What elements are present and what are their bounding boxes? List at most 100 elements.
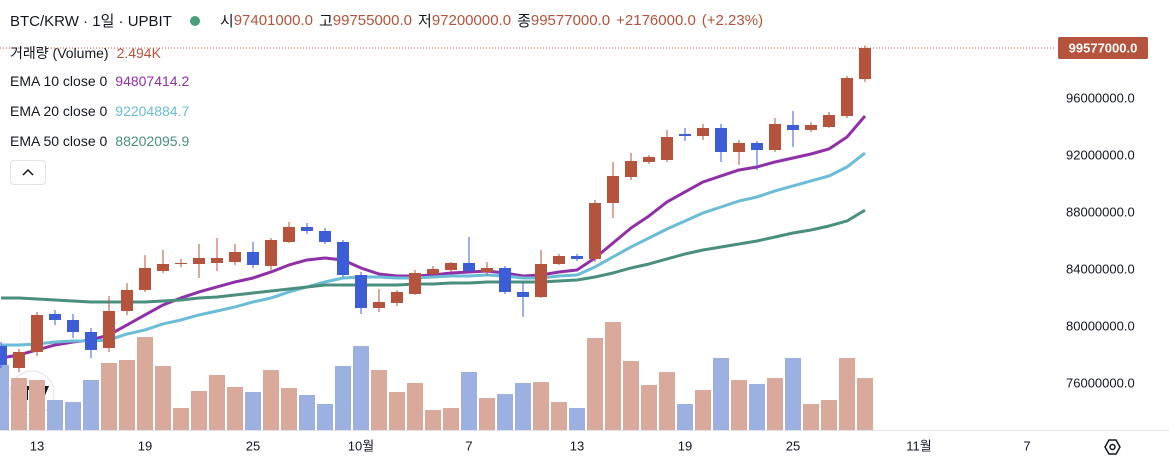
volume-bar [677, 404, 693, 430]
volume-bar [317, 404, 333, 430]
candle-body [679, 133, 691, 136]
volume-bar [695, 390, 711, 430]
candle-body [193, 257, 205, 264]
legend-label: EMA 10 close 0 [10, 73, 108, 89]
y-tick-label: 84000000.0 [1066, 261, 1135, 276]
candle-body [697, 127, 709, 136]
candle-body [139, 267, 151, 290]
candle-body [103, 310, 115, 348]
volume-bar [299, 395, 315, 430]
volume-bar [137, 337, 153, 430]
candle-body [85, 331, 97, 350]
candle-body [481, 267, 493, 272]
y-tick-label: 96000000.0 [1066, 90, 1135, 105]
ema-line [0, 115, 867, 360]
ema-legend: EMA 20 close 0 92204884.7 [10, 103, 189, 119]
volume-bar [47, 400, 63, 430]
change: +2176000.0 [616, 12, 696, 29]
volume-bar [551, 402, 567, 430]
volume-bar [587, 338, 603, 430]
candle-body [409, 272, 421, 294]
candle-body [859, 48, 871, 80]
candle-body [625, 160, 637, 177]
ohlc-name: 종 [517, 13, 531, 30]
candle-body [463, 262, 475, 271]
volume-bar [119, 360, 135, 430]
volume-bar [749, 384, 765, 430]
volume-bar [461, 372, 477, 430]
candle-body [301, 226, 313, 231]
settings-icon[interactable] [1104, 439, 1121, 455]
candle-body [787, 124, 799, 130]
price-tag-label: 99577000.0 [1069, 40, 1138, 55]
volume-bar [11, 378, 27, 430]
candle-body [157, 263, 169, 271]
candle-body [427, 268, 439, 274]
volume-bar [101, 363, 117, 430]
volume-bar [65, 402, 81, 430]
collapse-button[interactable] [10, 160, 46, 185]
ohlc-value: 97401000.0 [233, 12, 313, 29]
candle-body [589, 202, 601, 259]
candle-body [715, 127, 727, 152]
volume-bar [29, 380, 45, 430]
volume-legend: 거래량 (Volume) 2.494K [10, 43, 161, 63]
candle-body [733, 142, 745, 152]
x-tick-label: 13 [570, 438, 584, 453]
candle-body [0, 345, 7, 365]
y-tick-label: 76000000.0 [1066, 375, 1135, 390]
ohlc-name: 저 [418, 13, 432, 30]
volume-bar [605, 322, 621, 430]
candle-body [373, 301, 385, 308]
candle-body [643, 156, 655, 162]
ema-line [1, 208, 866, 304]
legend-label: EMA 20 close 0 [10, 103, 108, 119]
volume-bar [767, 378, 783, 430]
volume-bar [785, 358, 801, 430]
candle-body [229, 251, 241, 262]
volume-bar [623, 361, 639, 430]
candle-body [661, 136, 673, 160]
candle-body [517, 291, 529, 297]
volume-bar [425, 410, 441, 430]
y-tick-label: 88000000.0 [1066, 204, 1135, 219]
candle-body [607, 175, 619, 203]
legend-value: 92204884.7 [115, 103, 190, 119]
candle-body [769, 123, 781, 150]
candle-body [283, 226, 295, 242]
header: BTC/KRW · 1일 · UPBIT 시 97401000.0 고 997550… [10, 10, 763, 31]
candle-body [391, 291, 403, 303]
candle-body [175, 262, 187, 264]
candle-body [355, 274, 367, 308]
volume-bar [497, 394, 513, 430]
y-tick-label: 80000000.0 [1066, 318, 1135, 333]
volume-bar [731, 380, 747, 430]
legend-value: 88202095.9 [115, 133, 190, 149]
symbol-title: BTC/KRW · 1일 · UPBIT [10, 13, 172, 30]
volume-bar [803, 404, 819, 430]
volume-bar [407, 383, 423, 430]
volume-bar [353, 346, 369, 430]
volume-bar [173, 408, 189, 430]
x-tick-label: 19 [678, 438, 692, 453]
volume-bar [371, 370, 387, 430]
candle-body [67, 319, 79, 332]
volume-bar [839, 358, 855, 430]
price-tag [1058, 37, 1148, 60]
volume-bar [0, 365, 9, 430]
candle-body [553, 255, 565, 264]
candle-body [751, 142, 763, 150]
candle-body [211, 257, 223, 263]
y-tick-label: 92000000.0 [1066, 147, 1135, 162]
candle-body [445, 262, 457, 270]
volume-bar [659, 372, 675, 430]
volume-bar [245, 392, 261, 430]
x-tick-label: 7 [1023, 438, 1030, 453]
volume-bar [389, 392, 405, 430]
x-tick-label: 11월 [906, 438, 931, 453]
volume-bar [335, 366, 351, 430]
candle-body [319, 230, 331, 242]
ohlc-name: 시 [219, 13, 234, 30]
